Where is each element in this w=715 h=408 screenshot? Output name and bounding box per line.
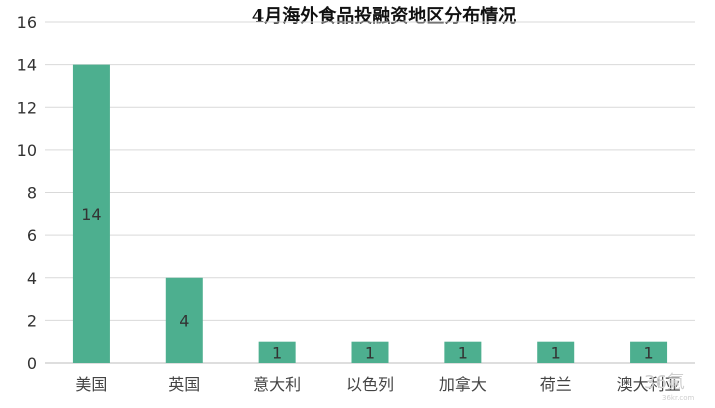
bars: 14 4 1 1 1 1 1 [72,64,668,363]
y-tick-label: 14 [17,56,37,75]
chart-title: 4月海外食品投融资地区分布情况 [252,5,517,27]
x-tick-label: 美国 [75,375,107,394]
y-tick-label: 12 [17,98,37,117]
bar [537,341,575,363]
y-axis: 0 2 4 6 8 10 12 14 16 [17,13,37,373]
y-tick-label: 10 [17,141,37,160]
watermark-url: 36kr.com [662,394,695,402]
watermark-logo: 36氪 [644,372,685,393]
x-tick-label: 意大利 [253,375,301,394]
y-tick-label: 0 [27,354,37,373]
data-label: 1 [643,343,653,362]
bar [258,341,296,363]
y-tick-label: 8 [27,184,37,203]
y-tick-label: 6 [27,226,37,245]
data-label: 14 [81,205,101,224]
x-tick-label: 荷兰 [540,375,572,394]
data-label: 1 [272,343,282,362]
bar [630,341,668,363]
bar [444,341,482,363]
data-label: 1 [551,343,561,362]
x-axis: 美国 英国 意大利 以色列 加拿大 荷兰 澳大利亚 [75,375,680,394]
data-label: 1 [458,343,468,362]
y-tick-label: 4 [27,269,37,288]
x-tick-label: 加拿大 [439,375,487,394]
x-tick-label: 澳大利亚 [617,375,681,394]
x-tick-label: 以色列 [346,375,394,394]
data-label: 4 [179,311,189,330]
bar [72,64,110,363]
x-tick-label: 英国 [168,375,200,394]
y-tick-label: 16 [17,13,37,32]
bar [351,341,389,363]
data-label: 1 [365,343,375,362]
y-tick-label: 2 [27,311,37,330]
watermark: 36氪 36kr.com [644,372,695,402]
gridlines [45,21,695,364]
bar [165,277,203,363]
